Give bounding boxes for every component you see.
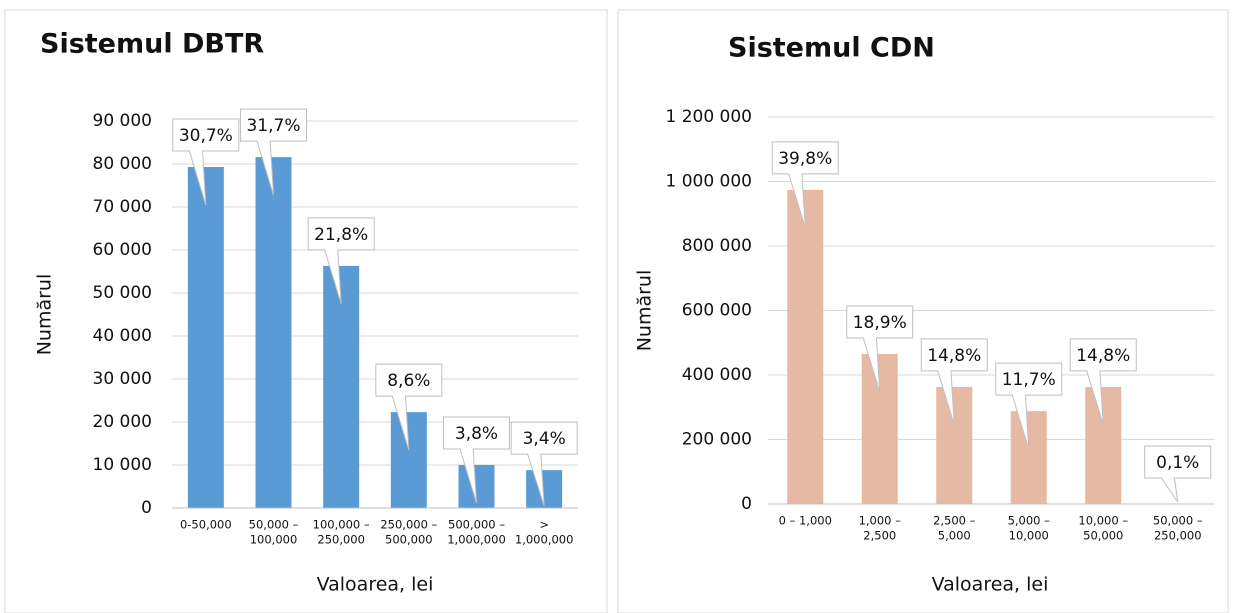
x-tick-label: 500,000 – [448, 518, 505, 532]
y-tick-label: 40 000 [93, 326, 152, 346]
x-tick-label: 100,000 [250, 533, 298, 547]
bar [1010, 411, 1047, 504]
y-tick-label: 80 000 [93, 154, 152, 174]
y-tick-label: 50 000 [93, 283, 152, 303]
data-label: 0,1% [1156, 453, 1199, 473]
y-tick-label: 10 000 [93, 455, 152, 475]
data-label: 30,7% [179, 126, 233, 146]
x-tick-label: 0 – 1,000 [779, 514, 832, 528]
x-tick-label: 2,500 [863, 529, 896, 543]
data-label: 3,8% [455, 424, 498, 444]
y-tick-label: 1 000 000 [665, 172, 752, 192]
data-label: 14,8% [1076, 346, 1130, 366]
callout [771, 141, 839, 229]
y-tick-label: 0 [741, 494, 752, 514]
y-tick-label: 30 000 [93, 369, 152, 389]
callout [1144, 445, 1212, 503]
x-tick-label: 1,000 – [859, 514, 902, 528]
x-tick-label: 50,000 – [249, 518, 299, 532]
y-axis-label: Numărul [34, 274, 56, 356]
callout [172, 118, 240, 206]
y-tick-label: 400 000 [682, 365, 752, 385]
chart-title: Sistemul CDN [728, 33, 935, 64]
callout [240, 108, 307, 196]
x-tick-label: 10,000 [1009, 529, 1049, 543]
y-tick-label: 70 000 [93, 197, 152, 217]
callout [920, 338, 988, 426]
y-tick-label: 60 000 [93, 240, 152, 260]
x-tick-label: 250,000 [1154, 529, 1202, 543]
x-tick-label: 250,000 – [380, 518, 437, 532]
y-tick-label: 800 000 [682, 236, 752, 256]
data-label: 11,7% [1002, 370, 1056, 390]
x-tick-label: 1,000,000 [515, 533, 574, 547]
bar [323, 265, 360, 508]
x-tick-label: 2,500 – [933, 514, 976, 528]
chart-title: Sistemul DBTR [40, 29, 264, 60]
y-axis-label: Numărul [634, 270, 656, 352]
x-tick-label: > [539, 518, 549, 532]
callout [846, 305, 914, 393]
bar [1085, 386, 1122, 504]
x-tick-label: 50,000 [1083, 529, 1123, 543]
data-label: 39,8% [778, 149, 832, 169]
x-tick-label: 100,000 – [313, 518, 370, 532]
callout [995, 362, 1063, 450]
y-tick-label: 600 000 [682, 301, 752, 321]
x-tick-label: 5,000 [938, 529, 971, 543]
bar [390, 412, 427, 508]
y-tick-label: 200 000 [682, 430, 752, 450]
bar [187, 167, 224, 508]
data-label: 14,8% [927, 346, 981, 366]
callout [375, 363, 443, 451]
data-label: 8,6% [387, 371, 430, 391]
panel-border [4, 9, 608, 613]
callout [1069, 338, 1137, 426]
data-label: 3,4% [523, 429, 566, 449]
data-label: 18,9% [853, 313, 907, 333]
x-tick-label: 10,000 – [1078, 514, 1128, 528]
y-tick-label: 0 [141, 498, 152, 518]
bar [861, 354, 898, 504]
y-tick-label: 20 000 [93, 412, 152, 432]
bar [787, 189, 824, 504]
bar [936, 386, 973, 504]
x-tick-label: 0-50,000 [180, 518, 232, 532]
x-tick-label: 500,000 [385, 533, 433, 547]
y-tick-label: 1 200 000 [665, 107, 752, 127]
callout [510, 421, 578, 507]
x-tick-label: 1,000,000 [447, 533, 506, 547]
bar [255, 157, 292, 508]
data-label: 21,8% [314, 225, 368, 245]
x-tick-label: 50,000 – [1153, 514, 1203, 528]
y-tick-label: 90 000 [93, 111, 152, 131]
callout [307, 217, 375, 305]
x-tick-label: 5,000 – [1008, 514, 1051, 528]
panel-border [617, 9, 1229, 613]
x-axis-label: Valoarea, lei [932, 574, 1049, 596]
data-label: 31,7% [246, 116, 300, 136]
x-axis-label: Valoarea, lei [317, 574, 434, 596]
callout [443, 416, 510, 504]
x-tick-label: 250,000 [317, 533, 365, 547]
